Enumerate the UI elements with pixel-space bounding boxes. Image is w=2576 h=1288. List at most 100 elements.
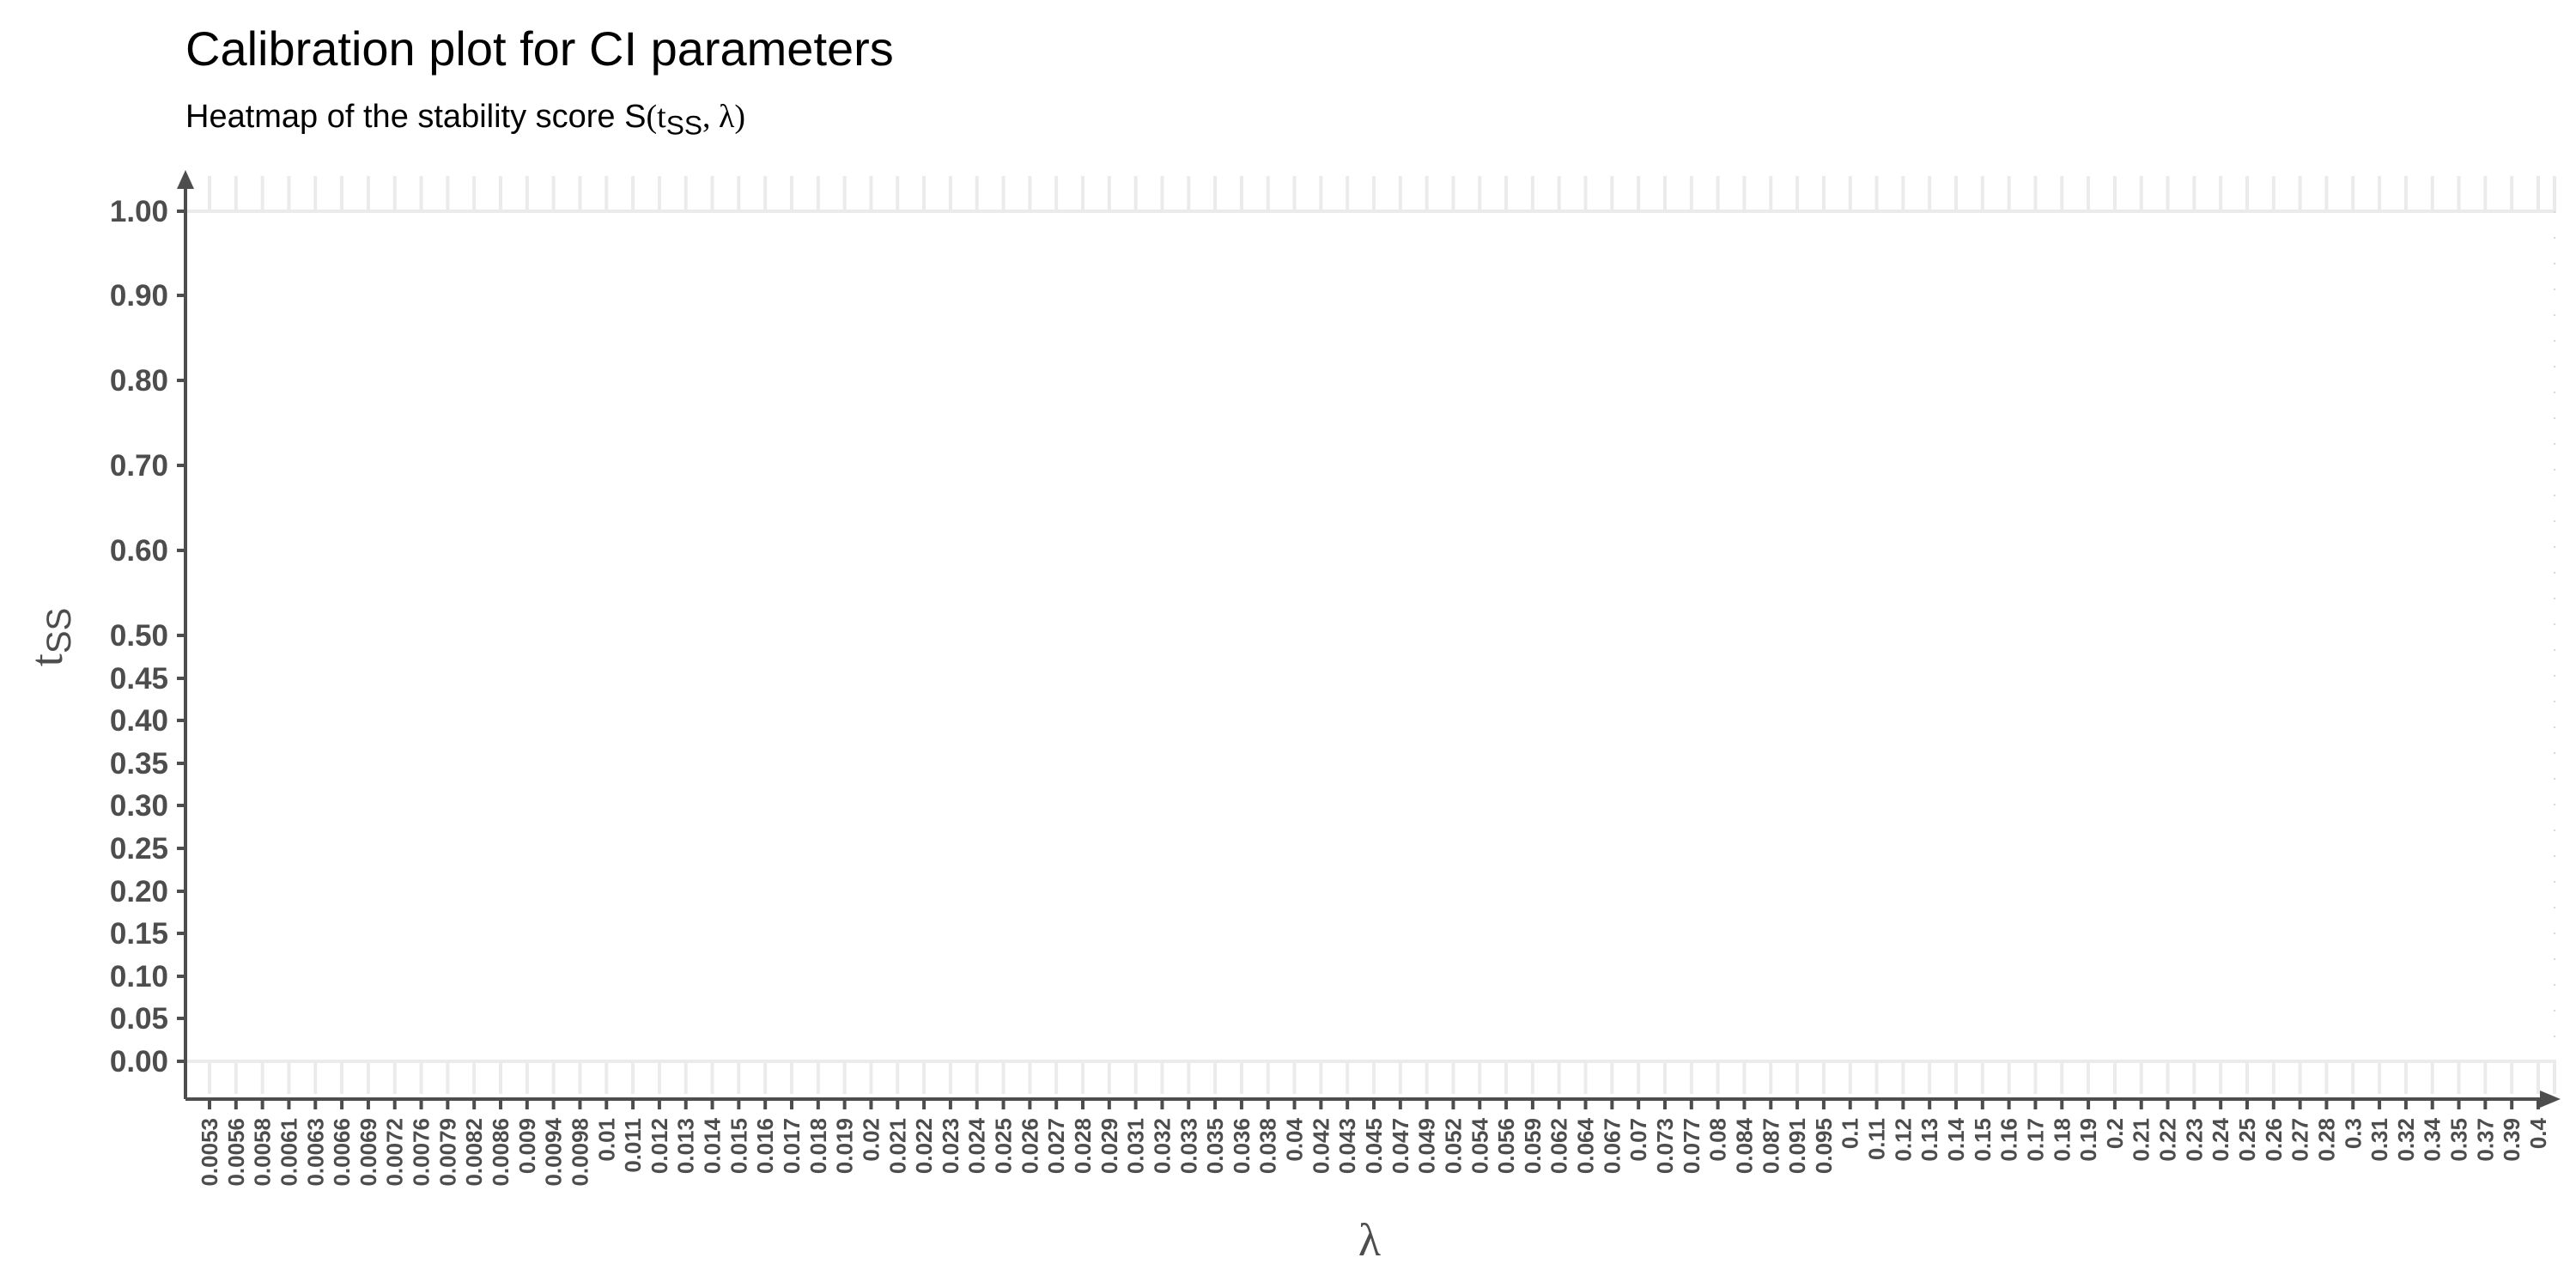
y-tick-label: 0.10 bbox=[110, 960, 168, 993]
x-tick-label: 0.0086 bbox=[488, 1118, 513, 1187]
x-tick-label: 0.038 bbox=[1255, 1118, 1281, 1174]
x-tick-label: 0.013 bbox=[673, 1118, 699, 1174]
subtitle-math-close: , λ) bbox=[702, 99, 746, 135]
x-tick-label: 0.0094 bbox=[541, 1117, 567, 1186]
x-tick-label: 0.12 bbox=[1890, 1118, 1916, 1162]
x-tick-label: 0.012 bbox=[647, 1118, 672, 1174]
x-tick-label: 0.026 bbox=[1017, 1118, 1042, 1174]
x-tick-label: 0.0079 bbox=[434, 1118, 460, 1187]
x-tick-label: 0.017 bbox=[779, 1118, 805, 1174]
x-tick-label: 0.016 bbox=[752, 1118, 778, 1174]
y-tick-label: 0.00 bbox=[110, 1045, 168, 1078]
x-tick-label: 0.07 bbox=[1625, 1118, 1651, 1162]
x-tick-label: 0.031 bbox=[1123, 1118, 1149, 1174]
y-tick-label: 0.80 bbox=[110, 364, 168, 398]
x-tick-label: 0.019 bbox=[832, 1118, 858, 1174]
x-tick-label: 0.028 bbox=[1070, 1118, 1096, 1174]
x-tick-label: 0.31 bbox=[2366, 1118, 2392, 1162]
x-tick-label: 0.0061 bbox=[276, 1118, 301, 1187]
x-tick-label: 0.023 bbox=[938, 1118, 963, 1174]
y-tick-label: 1.00 bbox=[110, 195, 168, 228]
x-tick-label: 0.014 bbox=[700, 1117, 726, 1174]
x-tick-label: 0.059 bbox=[1520, 1118, 1546, 1174]
y-axis-arrow bbox=[177, 170, 194, 189]
x-tick-label: 0.011 bbox=[620, 1118, 646, 1173]
x-tick-label: 0.0072 bbox=[382, 1118, 408, 1187]
x-tick-label: 0.22 bbox=[2155, 1118, 2181, 1162]
x-tick-label: 0.062 bbox=[1546, 1118, 1572, 1174]
x-tick-label: 0.04 bbox=[1282, 1117, 1308, 1161]
y-tick-label: 0.50 bbox=[110, 619, 168, 653]
x-tick-label: 0.032 bbox=[1149, 1118, 1175, 1174]
x-tick-label: 0.18 bbox=[2049, 1118, 2075, 1162]
x-tick-label: 0.054 bbox=[1467, 1117, 1492, 1174]
x-tick-label: 0.26 bbox=[2261, 1118, 2287, 1162]
x-tick-label: 0.021 bbox=[884, 1118, 910, 1174]
y-tick-label: 0.35 bbox=[110, 747, 168, 781]
x-tick-label: 0.018 bbox=[805, 1118, 831, 1174]
x-tick-label: 0.28 bbox=[2313, 1118, 2339, 1162]
subtitle-math-open: (t bbox=[646, 99, 666, 135]
x-tick-label: 0.049 bbox=[1414, 1118, 1440, 1174]
y-tick-label: 0.25 bbox=[110, 832, 168, 866]
x-tick-label: 0.064 bbox=[1573, 1117, 1599, 1174]
x-tick-label: 0.34 bbox=[2420, 1117, 2445, 1161]
x-tick-label: 0.027 bbox=[1043, 1118, 1069, 1174]
x-tick-label: 0.077 bbox=[1679, 1118, 1704, 1174]
x-tick-label: 0.042 bbox=[1308, 1118, 1334, 1174]
x-tick-label: 0.01 bbox=[593, 1118, 619, 1162]
x-tick-label: 0.024 bbox=[964, 1117, 990, 1174]
x-tick-label: 0.16 bbox=[1996, 1118, 2022, 1162]
x-tick-label: 0.067 bbox=[1599, 1118, 1625, 1174]
x-tick-label: 0.0069 bbox=[355, 1118, 381, 1187]
x-tick-label: 0.37 bbox=[2472, 1118, 2498, 1162]
x-tick-label: 0.047 bbox=[1388, 1118, 1413, 1174]
x-tick-label: 0.0098 bbox=[567, 1118, 592, 1187]
x-tick-label: 0.1 bbox=[1838, 1118, 1863, 1149]
chart-title: Calibration plot for CI parameters bbox=[185, 21, 894, 76]
x-tick-label: 0.033 bbox=[1176, 1118, 1201, 1174]
y-tick-label: 0.60 bbox=[110, 534, 168, 568]
x-tick-label: 0.022 bbox=[911, 1118, 937, 1174]
y-axis-title: tSS bbox=[21, 608, 78, 666]
x-tick-label: 0.23 bbox=[2181, 1118, 2207, 1162]
x-tick-label: 0.0066 bbox=[329, 1118, 355, 1187]
x-tick-label: 0.39 bbox=[2499, 1118, 2524, 1162]
x-tick-label: 0.056 bbox=[1493, 1118, 1519, 1174]
y-axis-title-main: t bbox=[21, 653, 72, 666]
x-tick-label: 0.084 bbox=[1731, 1117, 1757, 1174]
x-tick-label: 0.2 bbox=[2102, 1118, 2128, 1149]
x-axis-title: λ bbox=[1358, 1214, 1381, 1266]
x-tick-label: 0.14 bbox=[1943, 1117, 1969, 1161]
x-tick-label: 0.15 bbox=[1970, 1118, 1996, 1162]
x-tick-label: 0.015 bbox=[726, 1118, 751, 1174]
y-tick-label: 0.90 bbox=[110, 279, 168, 313]
x-tick-label: 0.19 bbox=[2075, 1118, 2101, 1162]
x-tick-label: 0.035 bbox=[1202, 1118, 1228, 1174]
x-tick-label: 0.087 bbox=[1758, 1118, 1783, 1174]
x-tick-label: 0.35 bbox=[2446, 1118, 2472, 1162]
x-tick-label: 0.27 bbox=[2287, 1118, 2313, 1162]
subtitle-text: Heatmap of the stability score S bbox=[185, 99, 647, 135]
x-tick-label: 0.095 bbox=[1811, 1118, 1837, 1174]
x-tick-label: 0.025 bbox=[991, 1118, 1017, 1174]
x-tick-label: 0.21 bbox=[2129, 1118, 2154, 1162]
y-tick-label: 0.30 bbox=[110, 789, 168, 823]
x-tick-label: 0.0056 bbox=[223, 1118, 249, 1187]
y-tick-label: 0.40 bbox=[110, 704, 168, 738]
subtitle-math-subscript: SS bbox=[665, 109, 702, 141]
x-tick-label: 0.13 bbox=[1917, 1118, 1942, 1162]
x-axis-arrow bbox=[2540, 1091, 2561, 1108]
x-tick-label: 0.08 bbox=[1705, 1118, 1731, 1162]
y-tick-label: 0.05 bbox=[110, 1002, 168, 1036]
y-tick-label: 0.70 bbox=[110, 449, 168, 483]
x-tick-label: 0.11 bbox=[1864, 1118, 1890, 1160]
y-tick-label: 0.45 bbox=[110, 662, 168, 696]
y-tick-label: 0.15 bbox=[110, 917, 168, 951]
chart-subtitle: Heatmap of the stability score S(tSS, λ) bbox=[185, 98, 745, 142]
x-tick-label: 0.043 bbox=[1334, 1118, 1360, 1174]
y-tick-label: 0.20 bbox=[110, 875, 168, 908]
x-tick-label: 0.045 bbox=[1361, 1118, 1387, 1174]
